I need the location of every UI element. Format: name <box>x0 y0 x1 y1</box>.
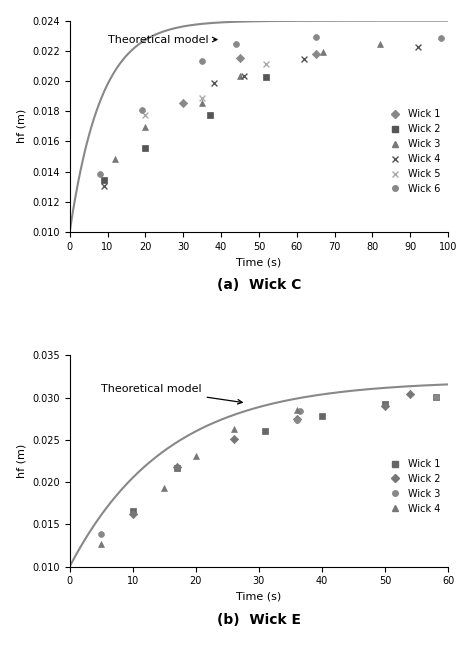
Point <box>262 426 269 437</box>
Point <box>437 33 444 43</box>
Point <box>100 175 108 185</box>
Point <box>142 143 149 153</box>
Point <box>319 47 327 58</box>
Point <box>381 400 389 411</box>
Point <box>98 538 105 549</box>
Legend: Wick 1, Wick 2, Wick 3, Wick 4, Wick 5, Wick 6: Wick 1, Wick 2, Wick 3, Wick 4, Wick 5, … <box>383 107 443 197</box>
Point <box>161 483 168 493</box>
Point <box>318 411 326 421</box>
Point <box>376 39 384 49</box>
Point <box>129 509 137 520</box>
Point <box>198 56 206 66</box>
Point <box>312 31 319 41</box>
Point <box>432 391 439 402</box>
X-axis label: Time (s): Time (s) <box>237 257 282 267</box>
Point <box>111 154 119 164</box>
Legend: Wick 1, Wick 2, Wick 3, Wick 4: Wick 1, Wick 2, Wick 3, Wick 4 <box>383 456 443 516</box>
Point <box>263 58 270 69</box>
Point <box>198 98 206 108</box>
Y-axis label: hf (m): hf (m) <box>17 109 27 144</box>
Point <box>293 414 301 424</box>
X-axis label: Time (s): Time (s) <box>237 592 282 602</box>
Point <box>414 42 422 52</box>
Text: Theoretical model: Theoretical model <box>108 34 217 45</box>
Text: (a)  Wick C: (a) Wick C <box>217 278 301 292</box>
Point <box>296 406 304 416</box>
Point <box>96 169 104 179</box>
Point <box>407 389 414 399</box>
Point <box>173 462 181 472</box>
Text: (b)  Wick E: (b) Wick E <box>217 613 301 627</box>
Point <box>98 529 105 539</box>
Text: Theoretical model: Theoretical model <box>101 384 242 404</box>
Point <box>198 93 206 104</box>
Point <box>138 105 146 115</box>
Point <box>381 399 389 410</box>
Point <box>206 110 213 120</box>
Point <box>230 434 237 444</box>
Point <box>192 451 200 461</box>
Y-axis label: hf (m): hf (m) <box>17 444 27 478</box>
Point <box>180 98 187 108</box>
Point <box>230 424 237 434</box>
Point <box>293 415 301 425</box>
Point <box>293 404 301 415</box>
Point <box>432 392 439 402</box>
Point <box>142 110 149 120</box>
Point <box>236 71 244 82</box>
Point <box>173 463 181 473</box>
Point <box>142 122 149 132</box>
Point <box>240 71 247 81</box>
Point <box>129 506 137 516</box>
Point <box>100 181 108 191</box>
Point <box>301 54 308 64</box>
Point <box>232 39 240 49</box>
Point <box>236 53 244 63</box>
Point <box>312 49 319 59</box>
Point <box>210 78 217 88</box>
Point <box>263 72 270 82</box>
